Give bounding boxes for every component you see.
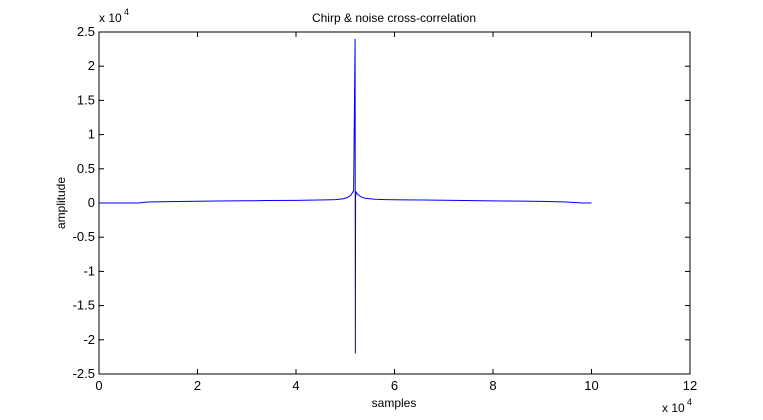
y-multiplier-exponent: 4 <box>124 7 129 17</box>
x-tick-label: 10 <box>584 378 598 393</box>
y-tick-label: -0.5 <box>73 229 95 244</box>
tick-labels-layer: 0 2 4 6 8 10 12 -2.5 -2 -1.5 -1 -0.5 0 0.5 1 1.5 2 2.5 <box>73 24 698 393</box>
y-tick-label: 1 <box>88 127 95 142</box>
y-tick-label: 0 <box>88 195 95 210</box>
x-tick-label: 2 <box>194 378 201 393</box>
y-tick-label: -2.5 <box>73 366 95 381</box>
y-tick-label: -1.5 <box>73 298 95 313</box>
x-multiplier-exponent: 4 <box>687 397 692 407</box>
series-line-1 <box>99 38 592 354</box>
x-tick-label: 8 <box>489 378 496 393</box>
y-axis-label: amplitude <box>54 177 68 229</box>
y-tick-label: 0.5 <box>77 161 95 176</box>
y-multiplier-base: x 10 <box>99 11 122 25</box>
series-layer <box>99 38 592 354</box>
chart-title: Chirp & noise cross-correlation <box>312 11 476 25</box>
plot-area <box>98 31 691 375</box>
y-tick-label: 1.5 <box>77 92 95 107</box>
x-axis-label: samples <box>372 396 417 410</box>
x-tick-label: 12 <box>683 378 697 393</box>
x-tick-label: 6 <box>391 378 398 393</box>
y-tick-label: -1 <box>83 263 95 278</box>
y-tick-label: 2.5 <box>77 24 95 39</box>
x-tick-label: 0 <box>95 378 102 393</box>
y-tick-label: -2 <box>83 332 95 347</box>
x-tick-label: 4 <box>292 378 299 393</box>
x-multiplier-base: x 10 <box>662 401 685 415</box>
y-tick-label: 2 <box>88 58 95 73</box>
